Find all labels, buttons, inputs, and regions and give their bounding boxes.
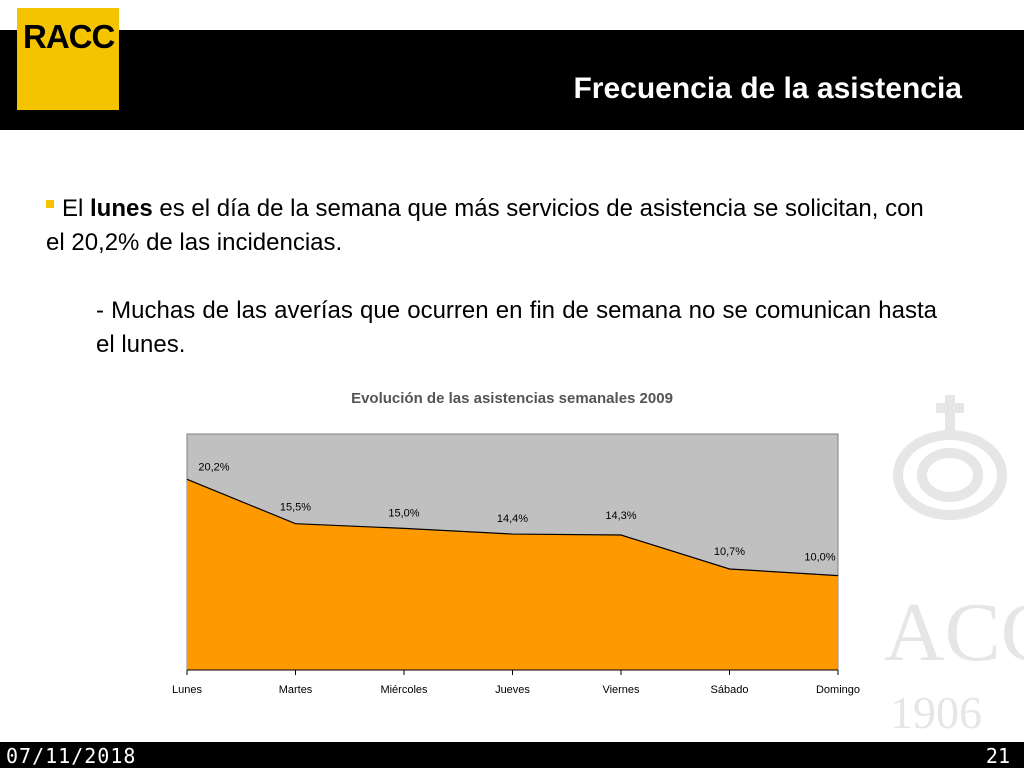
logo-text: RACC — [23, 18, 115, 55]
x-tick-label: Miércoles — [380, 684, 428, 696]
data-label: 10,0% — [804, 552, 835, 564]
chart-title: Evolución de las asistencias semanales 2… — [351, 390, 673, 407]
header-bar — [0, 30, 1024, 130]
data-label: 20,2% — [198, 461, 229, 473]
bullet-emphasis: lunes — [90, 195, 153, 222]
x-tick-label: Viernes — [602, 684, 640, 696]
data-label: 15,0% — [388, 507, 419, 519]
racc-watermark: ACC 1906 — [884, 395, 1024, 738]
area-series-line — [186, 478, 839, 577]
footer-date: 07/11/2018 — [6, 744, 137, 768]
bullet-square-icon — [46, 199, 54, 208]
bullet-text-part2: es el día de la semana que más servicios… — [46, 195, 924, 256]
footer-page-number: 21 — [985, 744, 1010, 768]
data-label: 14,4% — [497, 513, 528, 525]
data-label: 15,5% — [280, 502, 311, 514]
main-bullet: El lunes es el día de la semana que más … — [46, 192, 946, 260]
slide-title: Frecuencia de la asistencia — [573, 72, 962, 105]
x-tick-label: Martes — [279, 684, 313, 696]
x-tick-label: Lunes — [172, 684, 202, 696]
watermark-brand: ACC — [884, 586, 1024, 679]
x-tick-label: Sábado — [711, 684, 749, 696]
data-label: 14,3% — [605, 510, 636, 522]
x-tick-label: Jueves — [495, 684, 530, 696]
data-label: 10,7% — [714, 546, 745, 558]
x-tick-label: Domingo — [816, 684, 860, 696]
footer-bar — [0, 742, 1024, 768]
racc-logo: RACC — [17, 8, 119, 110]
bullet-text-part1: El — [62, 195, 91, 222]
watermark-year: 1906 — [890, 687, 982, 738]
sub-bullet: - Muchas de las averías que ocurren en f… — [96, 297, 937, 358]
area-series — [187, 479, 838, 670]
